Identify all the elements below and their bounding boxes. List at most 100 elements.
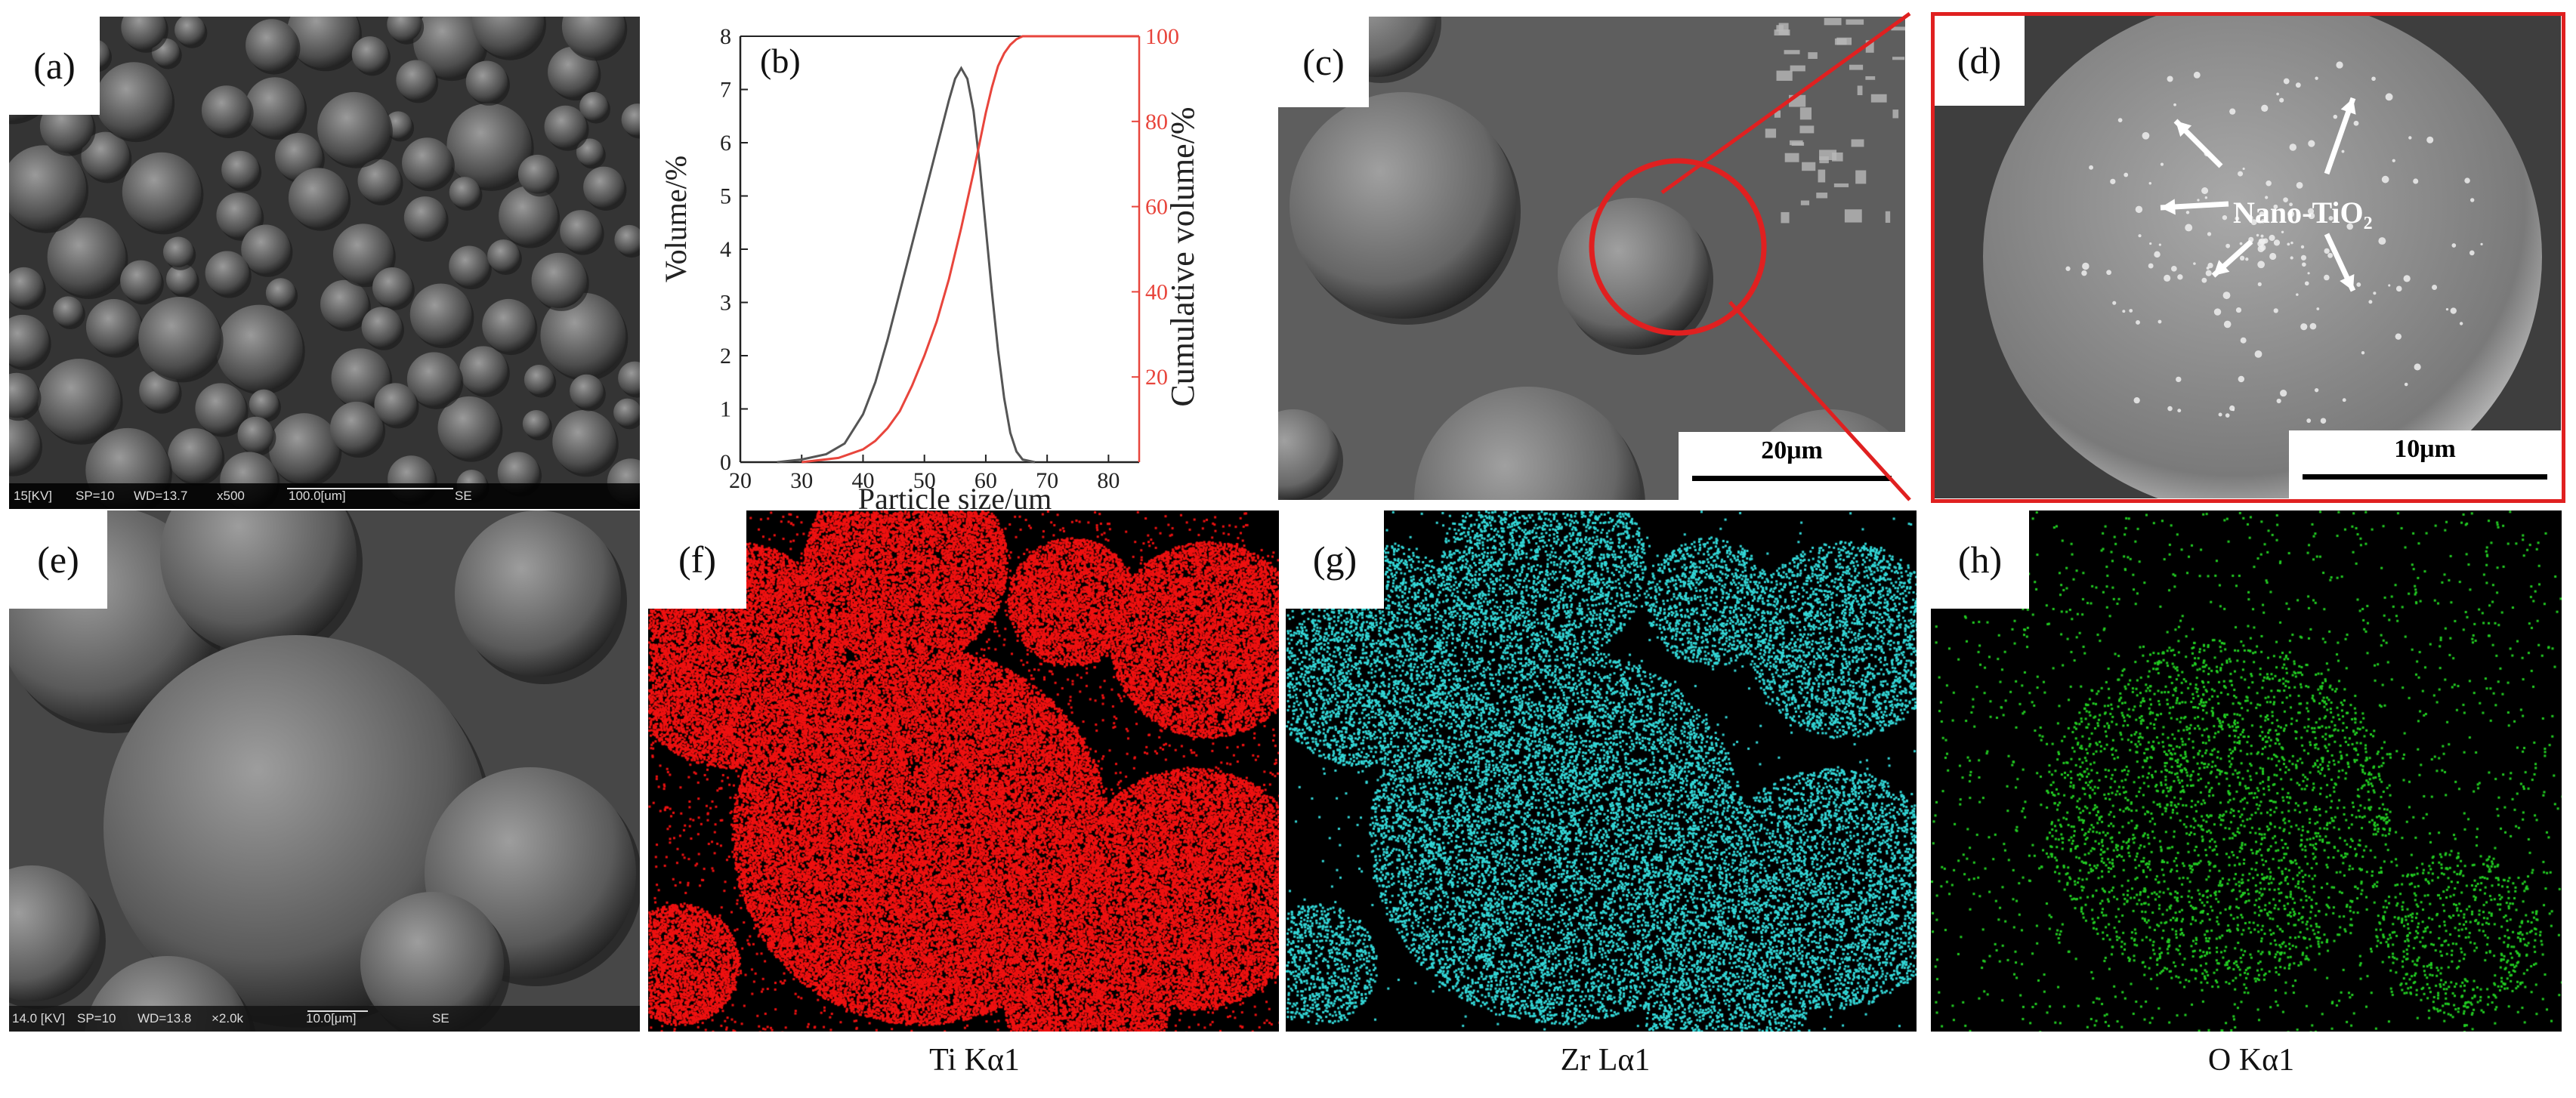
nano-particle [2201,187,2209,194]
nano-particle [2185,224,2193,232]
nano-particle [2342,398,2346,402]
panel-a-sem-image: (a) 15[KV] SP=10 WD=13.7 x500 100.0[um] … [9,17,640,509]
powder-particle [618,361,640,395]
nano-particle [2361,351,2365,355]
sem-mode: SE [432,1011,449,1026]
nano-particle [2110,178,2116,184]
volume-line [777,66,1036,464]
nano-tio2-label: Nano-TiO₂ [2233,196,2373,230]
y-tick-label: 6 [720,131,731,156]
nano-particle [2414,363,2421,371]
y-tick-label: 1 [720,397,731,422]
nano-particle [2238,171,2244,177]
powder-particle [160,510,357,654]
powder-particle [522,409,550,438]
nano-particle [2287,242,2290,246]
sem-zoom-particle-image [1934,15,2561,498]
sem-scale-line [287,488,453,489]
zr-map-caption: Zr Lα1 [1560,1043,1651,1078]
ti-map-caption: Ti Kα1 [929,1043,1020,1078]
nano-particle [2388,284,2391,287]
nano-particle [2177,409,2182,413]
y2-tick-label: 40 [1145,279,1168,304]
powder-particle [570,374,604,409]
powder-particle [396,60,437,100]
powder-particle [357,159,401,202]
nano-particle [2369,218,2372,222]
nano-particle [2296,293,2299,296]
powder-particle [138,297,221,380]
nano-particle [2289,143,2297,151]
nano-particle [2222,215,2228,221]
powder-particle [9,314,49,368]
nano-particle [2269,234,2275,242]
sem-scale-line [307,1010,368,1012]
sem-magnification: x500 [217,489,245,503]
nano-particle [2269,252,2277,261]
nano-particle [2136,319,2140,325]
powder-particle [201,85,252,135]
nano-particle [2304,281,2309,286]
powder-particle [249,389,279,419]
nano-particle [2254,350,2262,358]
nano-particle [2469,198,2475,202]
nano-particle [2336,61,2343,69]
nano-particle [2157,319,2162,324]
powder-particle [372,267,412,307]
powder-particle [53,296,83,327]
panel-label: (g) [1286,510,1384,609]
panel-h-o-map: (h) [1931,510,2562,1032]
nano-particle [2197,199,2200,202]
scale-bar-line [2303,474,2547,480]
powder-particle [275,132,323,180]
nano-particle [2122,310,2126,313]
panel-f-ti-map: (f) [648,510,1279,1032]
powder-particle [403,196,446,239]
sem-scale-text: 100.0[um] [289,489,346,503]
powder-particle [524,365,554,395]
powder-particle [449,177,480,208]
nano-particle [2316,307,2320,310]
nano-particle [2395,285,2402,292]
powder-particle [95,62,173,140]
powder-particle [9,865,100,1001]
sem-voltage: 15[KV] [14,489,53,503]
nano-particle [2112,301,2117,305]
nano-particle [2290,256,2293,260]
nano-particle [2296,182,2303,189]
panel-label: (h) [1931,510,2029,609]
panel-label: (e) [9,510,107,609]
y-tick-label: 8 [720,24,731,49]
nano-particle [2315,76,2318,80]
nano-particle [2242,167,2245,171]
nano-particle [2320,418,2327,424]
scale-bar-label: 20μm [1761,436,1823,464]
powder-particle [437,396,501,459]
powder-particle [459,346,508,394]
nano-particle [2257,282,2262,286]
nano-particle [2289,202,2293,207]
nano-particle [2133,397,2140,404]
powder-particle [497,452,540,494]
nano-particle [2185,211,2190,214]
powder-particle [449,245,490,287]
o-element-map [1931,510,2562,1032]
nano-particle [2235,216,2240,221]
nano-particle [2167,76,2173,82]
powder-particle [37,359,121,442]
nano-particle [2177,274,2183,280]
x-tick-label: 40 [851,468,874,493]
sem-wd: WD=13.8 [137,1011,192,1026]
nano-particle [2260,219,2266,224]
powder-particle [406,352,462,406]
panel-b-particle-size-chart: 20 30 40 50 60 70 80 0 1 2 3 4 5 6 7 8 20 40 60 80 100 Partic… [648,17,1204,509]
powder-particle [1290,92,1516,319]
nano-particle [2413,178,2419,184]
powder-particle [1278,409,1339,500]
nano-particle [2245,257,2249,261]
powder-particle [409,283,472,346]
powder-particle [548,46,599,98]
y2-tick-label: 20 [1145,365,1168,390]
y-axis-label: Volume/% [659,156,693,282]
nano-particle [2239,255,2245,261]
